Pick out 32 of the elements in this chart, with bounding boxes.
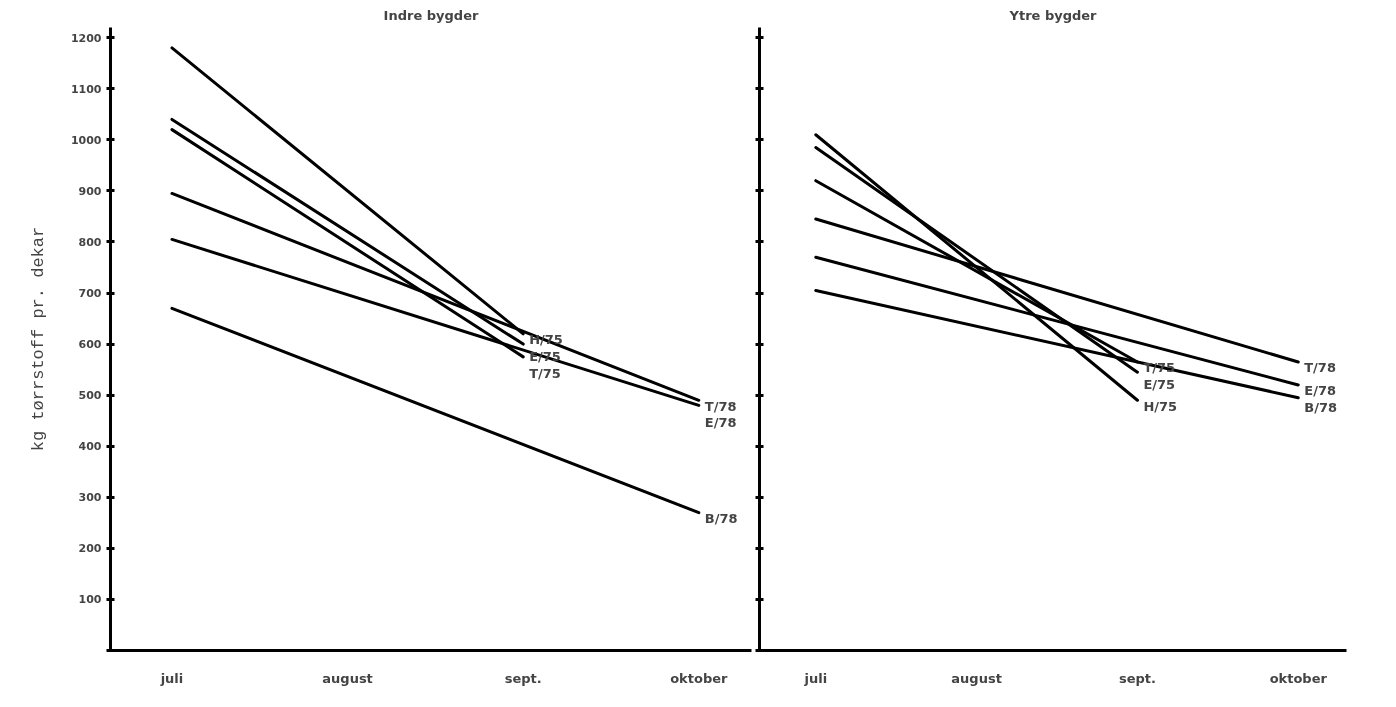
series-label: E/78 — [704, 415, 737, 431]
series-label: B/78 — [704, 511, 738, 527]
y-tick-label: 300 — [78, 491, 102, 505]
y-tick-label: 200 — [78, 542, 102, 556]
y-tick-label: 400 — [78, 440, 102, 454]
y-tick-label: 1200 — [70, 31, 102, 45]
x-tick-label: august — [951, 670, 1002, 686]
y-tick-label: 1000 — [70, 133, 102, 147]
series-label: H/75 — [1143, 398, 1178, 414]
chart-title: Ytre bygder — [1008, 7, 1098, 23]
chart-title: Indre bygder — [383, 7, 479, 23]
y-tick-label: 100 — [78, 593, 102, 607]
y-axis-title: kg tørrstoff pr. dekar — [28, 226, 48, 452]
x-tick-label: sept. — [504, 670, 542, 686]
y-tick-label: 900 — [78, 184, 102, 198]
x-tick-label: sept. — [1118, 670, 1156, 686]
y-tick-label: 600 — [78, 338, 102, 352]
x-tick-label: juli — [803, 670, 828, 686]
series-label: T/78 — [1304, 360, 1336, 376]
y-tick-label: 1100 — [70, 82, 102, 96]
series-label: E/78 — [1304, 383, 1336, 399]
x-tick-label: oktober — [670, 670, 729, 686]
series-label: E/75 — [1143, 377, 1176, 393]
series-label: T/75 — [529, 365, 561, 381]
series-label: T/78 — [704, 398, 737, 414]
x-tick-label: august — [322, 670, 373, 686]
y-tick-label: 700 — [78, 287, 102, 301]
series-label: B/78 — [1304, 400, 1337, 416]
x-tick-label: oktober — [1269, 670, 1328, 686]
y-tick-label: 500 — [78, 389, 102, 403]
y-tick-label: 800 — [78, 235, 102, 249]
x-tick-label: juli — [159, 670, 184, 686]
